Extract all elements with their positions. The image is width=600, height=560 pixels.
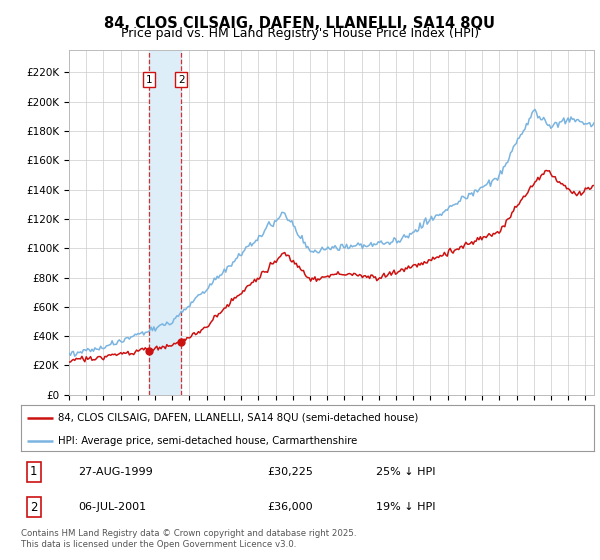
Text: 84, CLOS CILSAIG, DAFEN, LLANELLI, SA14 8QU: 84, CLOS CILSAIG, DAFEN, LLANELLI, SA14 … xyxy=(104,16,496,31)
Text: 19% ↓ HPI: 19% ↓ HPI xyxy=(376,502,436,512)
Bar xyxy=(149,50,181,395)
Text: 2: 2 xyxy=(178,74,185,85)
Text: 1: 1 xyxy=(146,74,152,85)
Text: £30,225: £30,225 xyxy=(268,467,313,477)
Text: HPI: Average price, semi-detached house, Carmarthenshire: HPI: Average price, semi-detached house,… xyxy=(58,436,358,446)
Text: Price paid vs. HM Land Registry's House Price Index (HPI): Price paid vs. HM Land Registry's House … xyxy=(121,27,479,40)
Text: Contains HM Land Registry data © Crown copyright and database right 2025.
This d: Contains HM Land Registry data © Crown c… xyxy=(21,529,356,549)
Text: 2: 2 xyxy=(30,501,37,514)
Text: 84, CLOS CILSAIG, DAFEN, LLANELLI, SA14 8QU (semi-detached house): 84, CLOS CILSAIG, DAFEN, LLANELLI, SA14 … xyxy=(58,413,419,423)
Text: 1: 1 xyxy=(30,465,37,478)
Text: 25% ↓ HPI: 25% ↓ HPI xyxy=(376,467,436,477)
Text: £36,000: £36,000 xyxy=(268,502,313,512)
Text: 27-AUG-1999: 27-AUG-1999 xyxy=(79,467,153,477)
Text: 06-JUL-2001: 06-JUL-2001 xyxy=(79,502,146,512)
